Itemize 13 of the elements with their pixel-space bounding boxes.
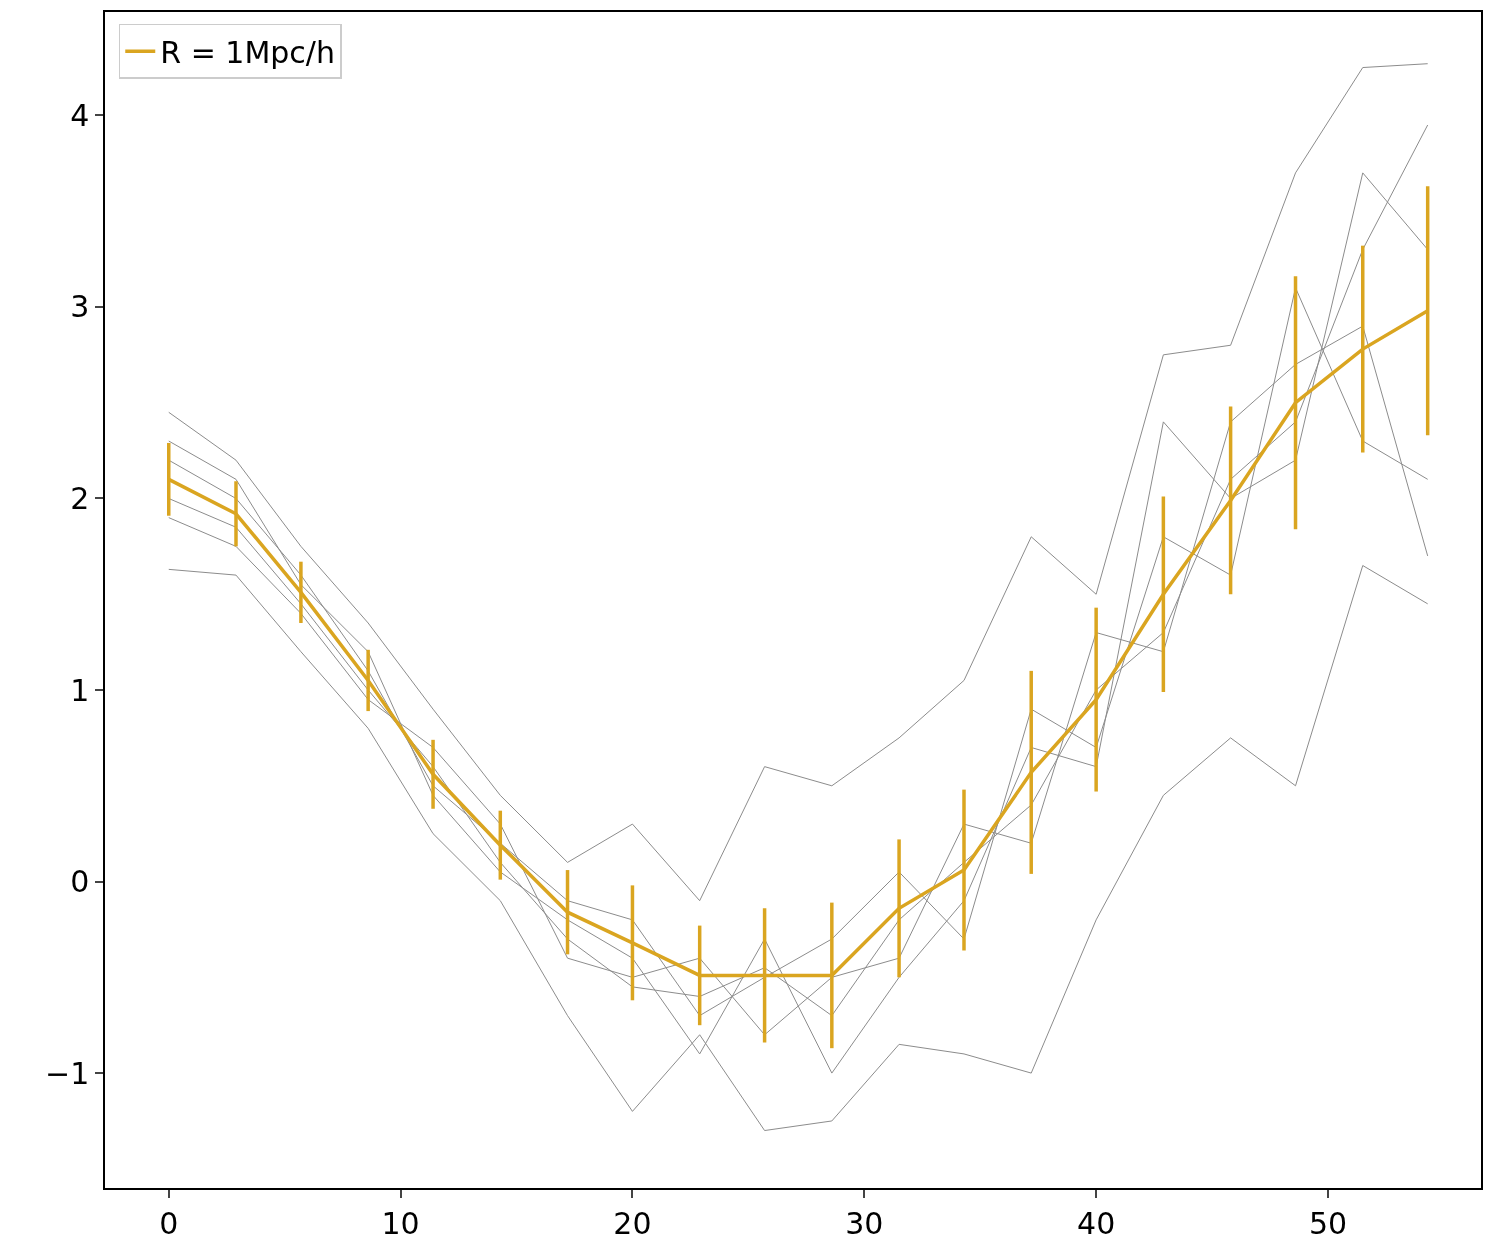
y-tick-label: 1 xyxy=(70,672,90,708)
x-tick-label: 40 xyxy=(1077,1205,1116,1241)
y-tick-label: 0 xyxy=(70,864,90,900)
y-tick-label: 3 xyxy=(70,289,90,325)
x-tick-label: 20 xyxy=(613,1205,652,1241)
y-tick-label: −1 xyxy=(45,1055,90,1091)
x-tick-label: 10 xyxy=(381,1205,420,1241)
x-tick-label: 30 xyxy=(845,1205,884,1241)
y-tick-label: 4 xyxy=(70,97,90,133)
x-tick-label: 0 xyxy=(159,1205,179,1241)
legend-label: R = 1Mpc/h xyxy=(160,34,335,70)
y-tick-label: 2 xyxy=(70,480,90,516)
x-tick-label: 50 xyxy=(1308,1205,1348,1241)
